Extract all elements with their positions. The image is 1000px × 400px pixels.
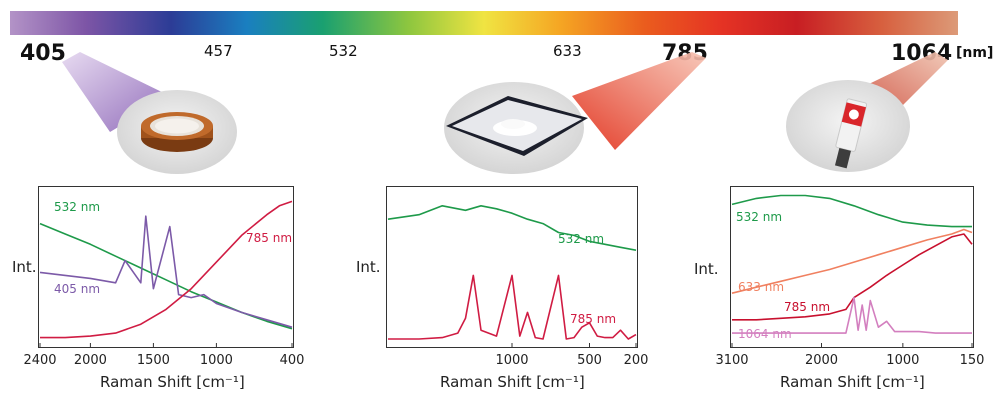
wavelength-unit-label: [nm] [956, 45, 994, 61]
wavelength-532-label: 532 [329, 42, 358, 60]
chart-1-series-label-532: 532 nm [54, 200, 101, 214]
series-line-1064-nm [732, 296, 972, 334]
chart-1-plot [38, 186, 294, 348]
chart-3-series-label-785: 785 nm [784, 300, 831, 314]
chart-1-series-label-785: 785 nm [246, 231, 293, 245]
series-line-633-nm [731, 228, 973, 294]
wavelength-457-label: 457 [204, 42, 233, 60]
chart-3-series-label-1064: 1064 nm [738, 327, 792, 341]
chart-3-xlabel: Raman Shift [cm⁻¹] [780, 373, 925, 391]
chart-1-xtick-label: 1500 [136, 353, 170, 368]
chart-2-series-label-785: 785 nm [570, 312, 617, 326]
chart-1-xtick-label: 400 [279, 353, 305, 368]
paint-tube-icon [834, 98, 868, 169]
chart-3-plot [730, 186, 974, 348]
chart-3-xtick-label: 3100 [715, 353, 749, 368]
chart-2-xtick-label: 500 [577, 353, 602, 368]
chart-2-ylabel: Int. [356, 258, 381, 276]
chart-3-frame [730, 186, 974, 348]
chart-2-series-label-532: 532 nm [558, 232, 605, 246]
chart-1-xtick-label: 2000 [73, 353, 107, 368]
sample-illustrations [62, 52, 948, 174]
chart-1-series-label-405: 405 nm [54, 282, 101, 296]
chart-2-xtick-label: 200 [623, 353, 649, 368]
chart-1-ylabel: Int. [12, 258, 37, 276]
series-line-532-nm [387, 205, 637, 251]
chart-1-xlabel: Raman Shift [cm⁻¹] [100, 373, 245, 391]
chart-3-xtick-label: 1000 [886, 353, 920, 368]
wavelength-633-label: 633 [553, 42, 582, 60]
chart-3-xtick-label: 150 [959, 353, 985, 368]
chart-3-xtick-label: 2000 [804, 353, 839, 368]
chart-1-frame [38, 186, 294, 348]
series-line-785-nm [40, 200, 293, 339]
series-line-785-nm [388, 274, 637, 340]
chart-1-xtick-label: 1000 [199, 353, 233, 368]
chart-1-xtick-label: 2400 [23, 353, 57, 368]
chart-3-ylabel: Int. [694, 260, 719, 278]
laser-beam-785 [572, 52, 706, 150]
series-line-405-nm [39, 215, 293, 328]
wavelength-405-label: 405 [20, 41, 66, 66]
kapton-tape-icon [141, 112, 213, 152]
chart-2-xlabel: Raman Shift [cm⁻¹] [440, 373, 585, 391]
chart-3-series-label-532: 532 nm [736, 210, 783, 224]
series-line-532-nm [731, 194, 972, 228]
white-powder-icon [446, 96, 588, 156]
chart-2-xtick-label: 1000 [495, 353, 529, 368]
chart-2-plot [386, 186, 638, 348]
wavelength-spectrum-bar [10, 11, 958, 35]
series-line-785-nm [732, 233, 973, 321]
chart-3-series-label-633: 633 nm [738, 280, 785, 294]
